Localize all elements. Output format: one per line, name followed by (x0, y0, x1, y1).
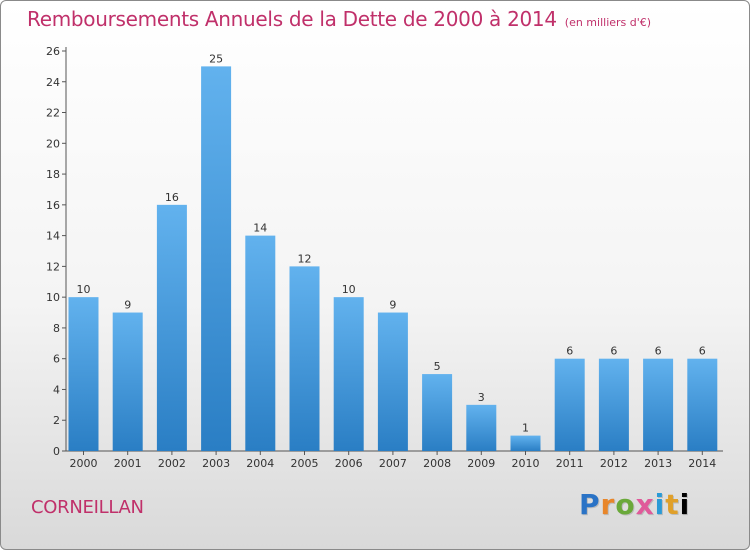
y-tick-label: 14 (46, 230, 60, 243)
x-tick-label: 2013 (644, 457, 672, 470)
logo-letter: i (654, 488, 666, 521)
y-tick-label: 16 (46, 199, 60, 212)
bar (687, 358, 718, 451)
bar (554, 358, 585, 451)
x-tick-label: 2000 (70, 457, 98, 470)
bar (245, 235, 276, 451)
unit-label: (en milliers d'€) (564, 16, 652, 29)
x-tick-label: 2014 (688, 457, 716, 470)
y-tick-label: 4 (53, 383, 60, 396)
x-tick-label: 2010 (512, 457, 540, 470)
x-tick-label: 2006 (335, 457, 363, 470)
logo-letter: r (600, 488, 616, 521)
bar (598, 358, 629, 451)
labels: 2000102001920021620032520041420051220061… (70, 52, 717, 470)
data-label: 6 (699, 345, 706, 358)
y-tick-label: 20 (46, 137, 60, 150)
y-tick-label: 22 (46, 107, 60, 120)
bar (466, 404, 497, 451)
data-label: 6 (610, 345, 617, 358)
data-label: 6 (655, 345, 662, 358)
x-tick-label: 2007 (379, 457, 407, 470)
bar (422, 374, 453, 451)
data-label: 5 (434, 360, 441, 373)
title-text: Remboursements Annuels de la Dette de 20… (27, 7, 557, 31)
x-tick-label: 2003 (202, 457, 230, 470)
x-tick-label: 2005 (291, 457, 319, 470)
y-tick-label: 2 (53, 414, 60, 427)
x-tick-label: 2004 (246, 457, 274, 470)
bar (68, 297, 99, 451)
x-tick-label: 2012 (600, 457, 628, 470)
logo-letter: P (579, 488, 601, 521)
chart-title: Remboursements Annuels de la Dette de 20… (27, 7, 651, 31)
data-label: 9 (389, 299, 396, 312)
bar (510, 435, 541, 451)
data-label: 3 (478, 391, 485, 404)
x-tick-label: 2001 (114, 457, 142, 470)
data-label: 10 (77, 283, 91, 296)
logo-letter: t (665, 488, 680, 521)
bar (377, 312, 408, 451)
bar (643, 358, 674, 451)
logo-letter: i (679, 488, 691, 521)
x-tick-label: 2011 (556, 457, 584, 470)
y-tick-label: 24 (46, 76, 60, 89)
logo-letter: x (635, 488, 655, 521)
y-tick-label: 6 (53, 353, 60, 366)
proxiti-logo: Proxiti (579, 488, 690, 521)
data-label: 14 (253, 222, 267, 235)
data-label: 25 (209, 52, 223, 65)
bar (201, 66, 232, 451)
y-tick-label: 0 (53, 445, 60, 458)
data-label: 9 (124, 299, 131, 312)
logo-letter: o (615, 488, 636, 521)
data-label: 1 (522, 422, 529, 435)
x-tick-label: 2008 (423, 457, 451, 470)
y-tick-label: 12 (46, 260, 60, 273)
y-tick-label: 26 (46, 45, 60, 58)
bars (68, 66, 718, 451)
bar (333, 297, 364, 451)
commune-name: CORNEILLAN (31, 497, 144, 518)
y-tick-label: 10 (46, 291, 60, 304)
x-tick-label: 2009 (467, 457, 495, 470)
data-label: 12 (298, 252, 312, 265)
bar (112, 312, 143, 451)
data-label: 6 (566, 345, 573, 358)
x-tick-label: 2002 (158, 457, 186, 470)
y-tick-label: 18 (46, 168, 60, 181)
data-label: 16 (165, 191, 179, 204)
bar (156, 204, 187, 451)
data-label: 10 (342, 283, 356, 296)
y-tick-label: 8 (53, 322, 60, 335)
bar (289, 266, 320, 451)
